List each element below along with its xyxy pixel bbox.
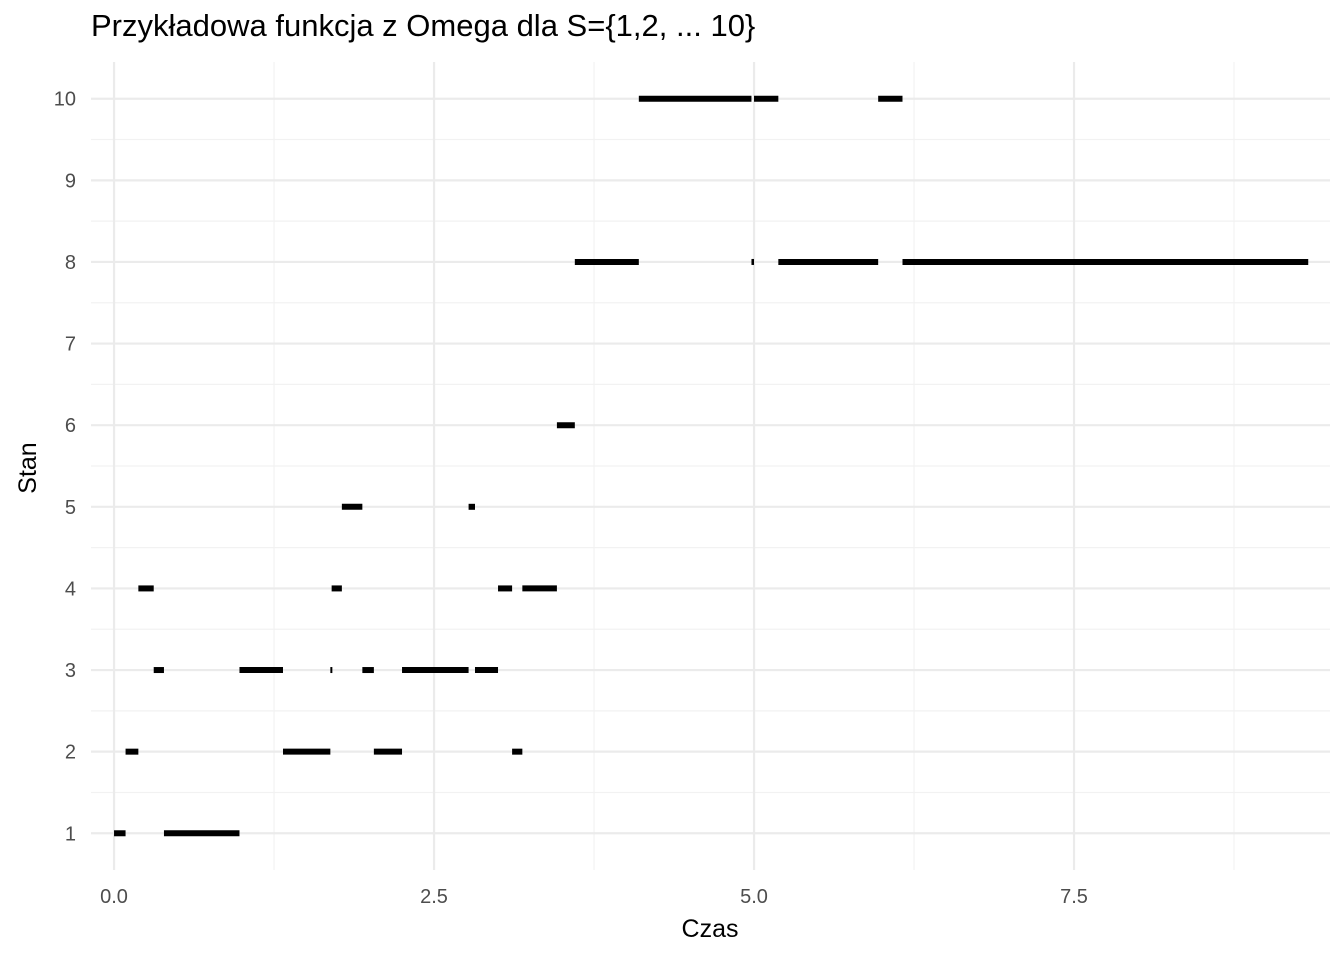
- x-tick-label: 7.5: [1060, 886, 1088, 908]
- y-axis-title: Stan: [14, 442, 42, 493]
- y-tick-label: 5: [65, 497, 76, 519]
- y-tick-label: 9: [65, 170, 76, 192]
- y-tick-label: 3: [65, 660, 76, 682]
- y-tick-label: 8: [65, 252, 76, 274]
- x-tick-label: 2.5: [420, 886, 448, 908]
- x-axis-title: Czas: [682, 915, 739, 943]
- y-tick-label: 7: [65, 334, 76, 356]
- data-segments: [114, 95, 1309, 837]
- y-axis-ticks: 1 2 3 4 5 6 7 8 9 10: [54, 89, 76, 846]
- x-tick-label: 5.0: [740, 886, 768, 908]
- y-tick-label: 10: [54, 89, 76, 111]
- chart-title: Przykładowa funkcja z Omega dla S={1,2, …: [91, 8, 756, 43]
- grid-minor: [91, 62, 1330, 870]
- x-tick-label: 0.0: [100, 886, 128, 908]
- x-axis-ticks: 0.0 2.5 5.0 7.5: [100, 886, 1088, 908]
- y-tick-label: 2: [65, 742, 76, 764]
- y-tick-label: 1: [65, 823, 76, 845]
- y-tick-label: 4: [65, 578, 76, 600]
- y-tick-label: 6: [65, 415, 76, 437]
- grid-major: [91, 62, 1330, 870]
